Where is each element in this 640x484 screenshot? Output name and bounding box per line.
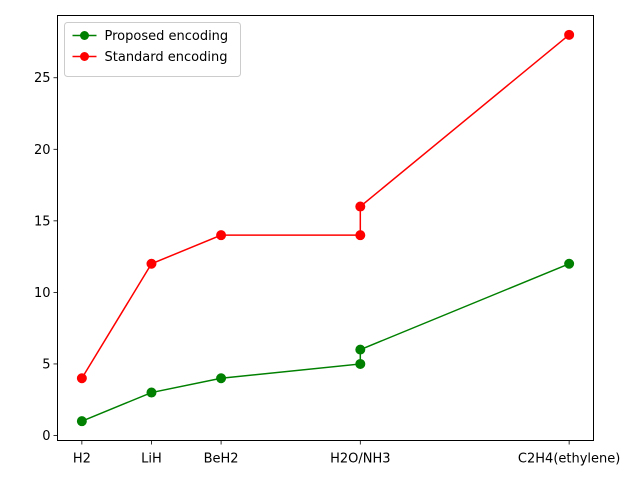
standard-encoding-point	[355, 230, 366, 241]
legend-marker	[80, 52, 89, 61]
y-tick-label: 25	[34, 71, 51, 86]
y-tick-label: 10	[34, 286, 51, 301]
proposed-encoding-point	[355, 344, 366, 355]
proposed-encoding-line	[81, 263, 570, 422]
series-group	[76, 29, 575, 427]
proposed-encoding-point	[146, 387, 157, 398]
x-axis: H2 LiH BeH2 H2O/NH3 C2H4(ethylene)	[73, 440, 620, 467]
standard-encoding-point	[564, 29, 575, 40]
y-axis: 0 5 10 15 20 25	[34, 71, 58, 444]
x-tick-label: H2O/NH3	[330, 452, 390, 467]
standard-encoding-point	[76, 373, 87, 384]
standard-encoding-point	[355, 201, 366, 212]
y-tick-label: 5	[42, 357, 50, 372]
proposed-encoding-point	[564, 258, 575, 269]
x-tick-label: H2	[73, 452, 91, 467]
x-tick-label: C2H4(ethylene)	[518, 452, 620, 467]
standard-encoding-line	[81, 34, 570, 379]
standard-encoding-point	[216, 230, 227, 241]
legend: Proposed encoding Standard encoding	[64, 22, 241, 77]
proposed-encoding-point	[216, 373, 227, 384]
proposed-encoding-point	[76, 416, 87, 427]
legend-label: Proposed encoding	[105, 29, 229, 44]
standard-encoding-point	[146, 258, 157, 269]
y-tick-label: 15	[34, 214, 51, 229]
legend-marker	[80, 31, 89, 40]
legend-label: Standard encoding	[105, 50, 228, 65]
proposed-encoding-point	[355, 358, 366, 369]
legend-box	[64, 22, 241, 77]
plot-frame	[57, 15, 594, 441]
y-tick-label: 20	[34, 143, 51, 158]
x-tick-label: LiH	[141, 452, 162, 467]
y-tick-label: 0	[42, 429, 50, 444]
x-tick-label: BeH2	[204, 452, 239, 467]
